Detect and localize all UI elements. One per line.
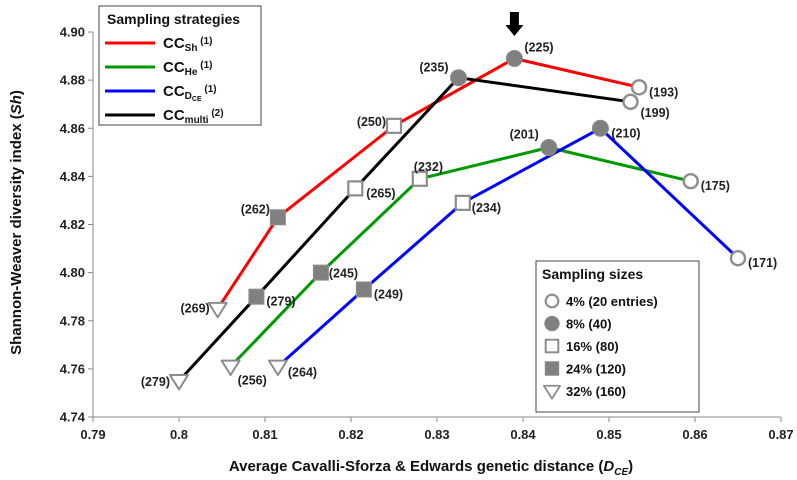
x-tick-label: 0.87 (768, 427, 793, 442)
x-tick-label: 0.86 (682, 427, 707, 442)
data-point-marker (170, 375, 188, 389)
y-tick-label: 4.88 (60, 73, 85, 88)
data-point-label: (265) (366, 186, 395, 200)
size-legend: Sampling sizes 4% (20 entries) 8% (40) 16% … (536, 261, 699, 412)
legend-entry-superscript: (2) (209, 108, 224, 119)
x-tick-label: 0.82 (338, 427, 363, 442)
data-point-marker (541, 140, 557, 156)
x-axis-title: Average Cavalli-Sforza & Edwards genetic… (229, 458, 633, 478)
data-point-marker (456, 196, 470, 210)
data-point-label: (249) (374, 287, 403, 301)
data-point-label: (232) (414, 160, 443, 174)
data-point-label: (199) (641, 106, 670, 120)
data-point-marker (413, 172, 427, 186)
data-point-marker (313, 265, 328, 280)
legend-entry-main: CC (163, 107, 185, 124)
legend-entry-subscript: Sh (185, 43, 198, 54)
data-point-marker (348, 181, 362, 195)
size-legend-marker (545, 362, 559, 376)
data-point-marker (249, 289, 264, 304)
size-legend-marker (546, 340, 559, 353)
y-tick-label: 4.82 (60, 217, 85, 232)
y-axis-title-text: Shannon-Weaver diversity index ( (8, 114, 25, 355)
y-tick-label: 4.74 (60, 410, 86, 425)
data-point-label: (250) (357, 115, 386, 129)
size-legend-marker (545, 316, 559, 330)
data-point-marker (506, 50, 522, 66)
size-legend-label: 32% (160) (566, 384, 626, 399)
y-axis-title: Shannon-Weaver diversity index (Sh) (8, 90, 25, 355)
data-point-marker (632, 80, 646, 94)
data-point-label: (264) (288, 365, 317, 379)
y-tick-label: 4.76 (60, 361, 85, 376)
data-point-label: (256) (238, 373, 267, 387)
legend-entry-superscript: (1) (197, 36, 212, 47)
size-legend-label: 16% (80) (566, 339, 619, 354)
data-point-marker (451, 70, 467, 86)
x-axis-title-text: Average Cavalli-Sforza & Edwards genetic… (229, 458, 604, 475)
size-legend-label: 4% (20 entries) (566, 294, 658, 309)
data-point-label: (193) (649, 85, 678, 99)
x-tick-label: 0.83 (424, 427, 449, 442)
strategy-legend-title: Sampling strategies (107, 11, 240, 27)
x-tick-label: 0.8 (170, 427, 188, 442)
data-point-label: (210) (611, 126, 640, 140)
data-point-label: (269) (181, 302, 210, 316)
annotations (505, 12, 523, 36)
size-legend-label: 8% (40) (566, 317, 612, 332)
data-point-label: (245) (329, 267, 358, 281)
y-tick-label: 4.84 (60, 169, 86, 184)
size-legend-marker (546, 295, 559, 308)
legend-entry-subscript: D (185, 91, 192, 102)
x-axis-title-subscript: CE (614, 467, 628, 478)
x-tick-label: 0.85 (596, 427, 621, 442)
y-tick-label: 4.80 (60, 265, 85, 280)
data-point-marker (592, 120, 608, 136)
y-tick-label: 4.90 (60, 25, 85, 40)
legend-entry-main: CC (163, 59, 185, 76)
legend-entry-main: CC (163, 83, 185, 100)
data-point-label: (235) (419, 61, 448, 75)
data-point-marker (269, 361, 287, 375)
y-tick-label: 4.78 (60, 313, 85, 328)
x-tick-label: 0.81 (252, 427, 277, 442)
y-axis-title-symbol: Sh (8, 95, 25, 114)
size-legend-label: 24% (120) (566, 362, 626, 377)
data-point-label: (201) (510, 128, 539, 142)
x-axis-title-close: ) (628, 458, 633, 475)
data-point-marker (387, 119, 401, 133)
x-tick-label: 0.84 (510, 427, 536, 442)
data-point-label: (279) (141, 375, 170, 389)
y-tick-label: 4.86 (60, 121, 85, 136)
data-point-label: (262) (241, 202, 270, 216)
x-axis-title-symbol: D (603, 458, 614, 475)
data-point-marker (731, 251, 745, 265)
data-point-marker (270, 210, 285, 225)
legend-entry-subscript: He (185, 67, 198, 78)
data-point-marker (624, 95, 638, 109)
data-point-label: (171) (748, 256, 777, 270)
data-point-label: (279) (266, 295, 295, 309)
data-point-label: (225) (524, 40, 553, 54)
data-point-marker (684, 174, 698, 188)
data-point-label: (175) (701, 179, 730, 193)
y-axis-title-close: ) (8, 90, 25, 95)
legend-entry-superscript: (1) (202, 84, 217, 95)
size-legend-title: Sampling sizes (542, 266, 643, 282)
legend-entry-subsubscript: CE (192, 96, 202, 103)
data-point-marker (209, 303, 227, 317)
x-tick-label: 0.79 (80, 427, 105, 442)
data-point-label: (234) (472, 201, 501, 215)
legend-entry-subscript: multi (185, 115, 209, 126)
arrow-down-icon (505, 12, 523, 36)
data-point-marker (356, 282, 371, 297)
legend-entry-superscript: (1) (197, 60, 212, 71)
legend-entry-main: CC (163, 35, 185, 52)
